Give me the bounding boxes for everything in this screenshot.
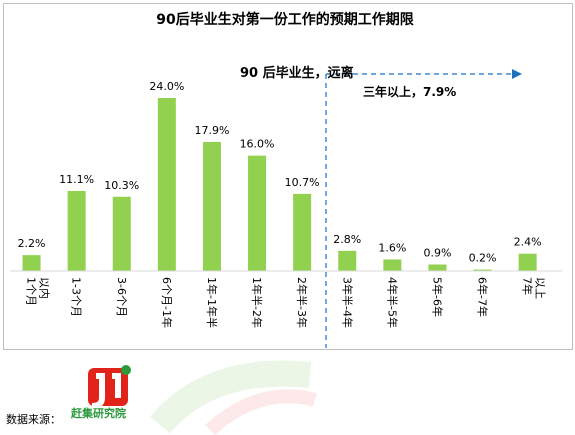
value-label-7: 10.7% <box>285 176 320 189</box>
bar-7 <box>293 193 312 271</box>
value-label-12: 2.4% <box>514 236 542 249</box>
tick-label-3: 3-6个月 <box>115 277 128 317</box>
bar-5 <box>202 141 221 271</box>
value-label-2: 11.1% <box>59 173 94 186</box>
bar-chart: 90后毕业生对第一份工作的预期工作期限 2.2% 11.1% 10.3% 24.0% 1… <box>10 11 562 348</box>
value-label-10: 0.9% <box>423 247 451 260</box>
value-label-5: 17.9% <box>194 124 229 137</box>
value-label-6: 16.0% <box>240 138 275 151</box>
bar-8 <box>338 250 357 271</box>
tick-label-6: 1年半-2年 <box>250 277 264 328</box>
tick-label-4: 6个月-1年 <box>160 277 174 328</box>
bar-2 <box>67 190 86 271</box>
bars-group <box>22 98 537 271</box>
watermark-logo <box>150 360 317 435</box>
value-label-3: 10.3% <box>104 179 139 192</box>
tick-label-2: 1-3个月 <box>70 277 83 317</box>
annotation-arrow-sub-label: 三年以上，7.9% <box>363 84 456 99</box>
bar-12 <box>518 253 537 271</box>
tick-labels-group: 1个月以内 1-3个月 3-6个月 6个月-1年 1年-1年半 1年半-2年 2年半-3年 3… <box>25 277 547 328</box>
value-label-4: 24.0% <box>149 80 184 93</box>
ganji-logo-icon <box>88 365 131 409</box>
bar-3 <box>112 196 131 271</box>
annotation-arrow-label: 90 后毕业生，远离 <box>240 65 354 81</box>
logo-text: 赶集研究院 <box>71 407 126 420</box>
source-label: 数据来源： <box>6 413 61 426</box>
value-label-11: 0.2% <box>469 252 497 265</box>
value-labels-group: 2.2% 11.1% 10.3% 24.0% 17.9% 16.0% 10.7% 2.8% 1.… <box>18 80 542 265</box>
bar-1 <box>22 255 41 271</box>
bar-6 <box>248 155 267 271</box>
tick-label-12: 7年以上 <box>521 277 547 299</box>
tick-label-9: 4年半-5年 <box>385 277 399 328</box>
bar-11 <box>473 269 492 271</box>
value-label-1: 2.2% <box>18 237 46 250</box>
bar-4 <box>157 98 176 271</box>
annotation-arrow-head <box>512 69 522 79</box>
value-label-9: 1.6% <box>378 241 406 254</box>
bar-10 <box>428 264 447 271</box>
tick-label-1: 1个月以内 <box>25 277 52 306</box>
tick-label-7: 2年半-3年 <box>295 277 309 328</box>
tick-label-10: 5年-6年 <box>430 277 444 317</box>
value-label-8: 2.8% <box>333 233 361 246</box>
tick-label-8: 3年半-4年 <box>340 277 354 328</box>
chart-frame <box>3 3 573 350</box>
bar-9 <box>383 259 402 271</box>
tick-label-11: 6年-7年 <box>476 277 490 317</box>
tick-label-5: 1年-1年半 <box>205 277 219 328</box>
chart-title: 90后毕业生对第一份工作的预期工作期限 <box>156 11 413 28</box>
